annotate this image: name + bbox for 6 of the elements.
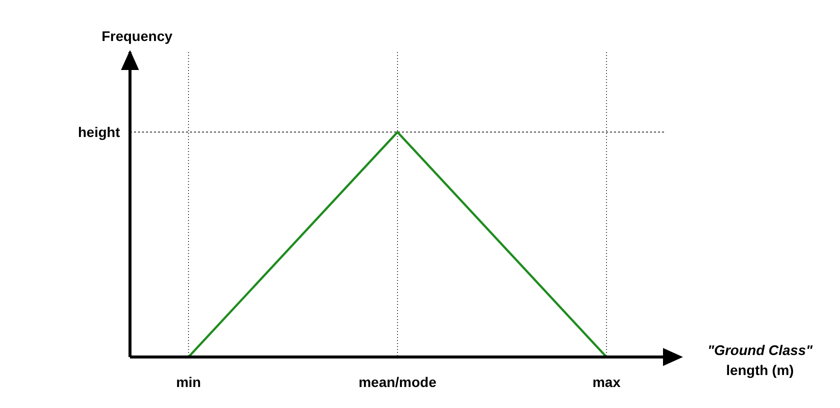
text: Frequency bbox=[102, 28, 173, 44]
x-axis-title: "Ground Class" length (m) bbox=[706, 341, 814, 380]
ref-line-label: height bbox=[78, 124, 120, 140]
x-tick-label: max bbox=[592, 374, 621, 390]
x-tick-label: mean/mode bbox=[358, 374, 437, 390]
x-tick-label: min bbox=[176, 374, 201, 390]
